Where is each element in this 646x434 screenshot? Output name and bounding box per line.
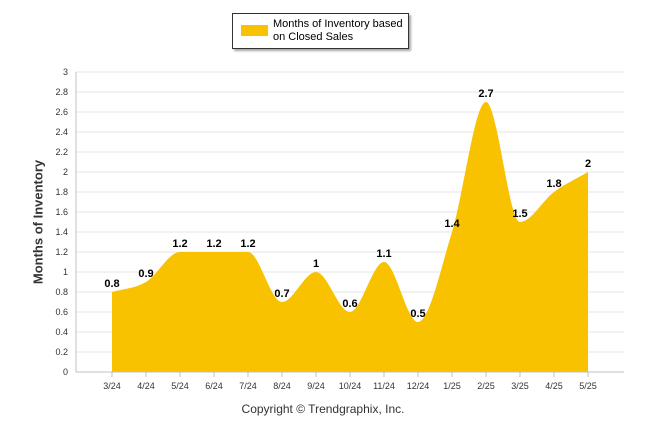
x-tick-label: 4/25 [545,381,563,391]
data-label: 1.4 [444,218,460,230]
y-tick-label: 2.6 [55,107,68,117]
data-label: 0.5 [410,308,425,320]
data-label: 0.9 [138,268,153,280]
y-tick-label: 2.4 [55,127,68,137]
x-tick-label: 2/25 [477,381,495,391]
x-tick-label: 12/24 [407,381,430,391]
y-tick-labels: 0 0.2 0.4 0.6 0.8 1 1.2 1.4 1.6 1.8 2 2.2 2.4 2.6 2.8 3 [55,67,68,377]
data-label: 1.2 [240,238,255,250]
data-label: 1.5 [512,208,527,220]
axes [75,72,624,377]
x-tick-label: 5/24 [171,381,189,391]
x-tick-label: 9/24 [307,381,325,391]
y-tick-label: 0 [63,367,68,377]
data-label: 0.7 [274,288,289,300]
y-tick-label: 2.8 [55,87,68,97]
x-tick-label: 3/25 [511,381,529,391]
area-series-fill [112,102,588,372]
x-tick-label: 8/24 [273,381,291,391]
area-series [112,102,588,372]
data-labels: 0.8 0.9 1.2 1.2 1.2 0.7 1 0.6 1.1 0.5 1.4 2.7 1.5 1.8… [104,88,591,320]
legend: Months of Inventory based on Closed Sale… [232,13,409,49]
x-tick-label: 5/25 [579,381,597,391]
data-label: 1.8 [546,178,561,190]
x-tick-label: 1/25 [443,381,461,391]
copyright-text: Copyright © Trendgraphix, Inc. [241,402,405,416]
data-label: 2 [585,158,591,170]
data-label: 1.1 [376,248,391,260]
x-tick-label: 3/24 [103,381,121,391]
data-label: 1.2 [172,238,187,250]
x-tick-label: 6/24 [205,381,223,391]
y-tick-label: 1.4 [55,227,68,237]
data-label: 0.6 [342,298,357,310]
y-tick-label: 0.6 [55,307,68,317]
data-label: 0.8 [104,278,119,290]
x-tick-label: 7/24 [239,381,257,391]
x-tick-label: 10/24 [339,381,362,391]
y-axis-label: Months of Inventory [30,159,46,285]
data-label: 1 [313,258,319,270]
y-tick-label: 0.8 [55,287,68,297]
legend-swatch [241,25,268,36]
y-tick-label: 0.4 [55,327,68,337]
y-tick-label: 1.8 [55,187,68,197]
y-tick-label: 0.2 [55,347,68,357]
y-tick-label: 2 [63,167,68,177]
x-tick-labels: 3/24 4/24 5/24 6/24 7/24 8/24 9/24 10/24 11/24 12… [103,381,597,391]
x-tick-label: 4/24 [137,381,155,391]
y-tick-label: 1.2 [55,247,68,257]
y-tick-label: 3 [63,67,68,77]
data-label: 1.2 [206,238,221,250]
data-label: 2.7 [478,88,493,100]
y-tick-label: 1.6 [55,207,68,217]
y-tick-label: 2.2 [55,147,68,157]
legend-label: Months of Inventory based on Closed Sale… [273,18,403,43]
x-tick-label: 11/24 [373,381,395,391]
y-tick-label: 1 [63,267,68,277]
